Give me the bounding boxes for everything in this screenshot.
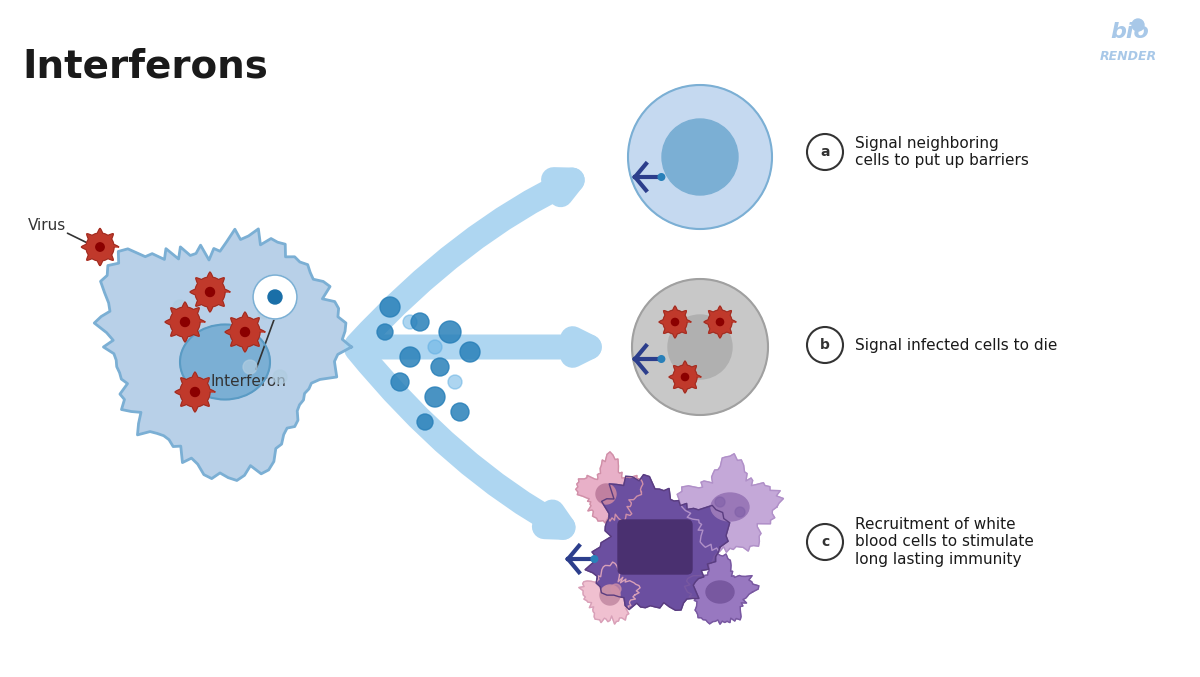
- Circle shape: [460, 342, 480, 362]
- Text: b: b: [820, 338, 830, 352]
- Circle shape: [253, 275, 298, 319]
- Circle shape: [274, 370, 287, 384]
- Text: Virus: Virus: [28, 217, 66, 232]
- Circle shape: [191, 387, 199, 397]
- Polygon shape: [576, 452, 643, 523]
- Circle shape: [391, 373, 409, 391]
- Circle shape: [734, 507, 745, 517]
- Ellipse shape: [706, 581, 734, 603]
- Polygon shape: [95, 229, 352, 481]
- Circle shape: [410, 313, 430, 331]
- Polygon shape: [659, 306, 691, 338]
- Circle shape: [662, 119, 738, 195]
- Circle shape: [96, 243, 104, 251]
- Circle shape: [596, 484, 616, 504]
- Circle shape: [658, 174, 665, 180]
- Text: Signal infected cells to die: Signal infected cells to die: [856, 338, 1057, 353]
- Circle shape: [242, 360, 257, 374]
- Circle shape: [716, 318, 724, 326]
- Circle shape: [451, 403, 469, 421]
- Text: bio: bio: [1110, 22, 1148, 42]
- Circle shape: [672, 318, 679, 326]
- Polygon shape: [684, 553, 758, 624]
- Polygon shape: [578, 562, 640, 624]
- Circle shape: [400, 347, 420, 367]
- Text: Recruitment of white
blood cells to stimulate
long lasting immunity: Recruitment of white blood cells to stim…: [856, 517, 1034, 567]
- Polygon shape: [586, 475, 730, 610]
- Text: Signal neighboring
cells to put up barriers: Signal neighboring cells to put up barri…: [856, 136, 1028, 168]
- Polygon shape: [166, 302, 205, 342]
- Circle shape: [205, 288, 215, 297]
- Circle shape: [715, 497, 725, 507]
- Text: Interferon: Interferon: [210, 374, 286, 389]
- Polygon shape: [82, 228, 119, 265]
- Text: c: c: [821, 535, 829, 549]
- Circle shape: [425, 387, 445, 407]
- Circle shape: [439, 321, 461, 343]
- Polygon shape: [704, 306, 737, 338]
- Polygon shape: [670, 361, 701, 393]
- Circle shape: [682, 374, 689, 380]
- Text: RENDER: RENDER: [1100, 51, 1157, 64]
- Polygon shape: [677, 454, 784, 552]
- Polygon shape: [175, 372, 215, 412]
- Polygon shape: [191, 272, 230, 312]
- Circle shape: [403, 315, 418, 329]
- Ellipse shape: [180, 324, 270, 399]
- Circle shape: [258, 305, 272, 319]
- Circle shape: [611, 584, 622, 594]
- Circle shape: [632, 279, 768, 415]
- Text: Interferons: Interferons: [22, 47, 268, 85]
- Circle shape: [592, 556, 598, 563]
- Circle shape: [380, 297, 400, 317]
- Circle shape: [658, 355, 665, 362]
- Circle shape: [1132, 19, 1144, 31]
- Ellipse shape: [710, 493, 749, 521]
- Circle shape: [268, 290, 282, 304]
- Circle shape: [428, 340, 442, 354]
- Circle shape: [431, 358, 449, 376]
- Circle shape: [173, 300, 187, 314]
- Circle shape: [418, 414, 433, 430]
- FancyBboxPatch shape: [618, 520, 692, 574]
- Circle shape: [628, 85, 772, 229]
- Circle shape: [377, 324, 394, 340]
- Text: a: a: [821, 145, 829, 159]
- Circle shape: [180, 318, 190, 326]
- Circle shape: [668, 315, 732, 379]
- Circle shape: [600, 585, 620, 605]
- Circle shape: [448, 375, 462, 389]
- Polygon shape: [226, 312, 265, 352]
- Circle shape: [240, 328, 250, 336]
